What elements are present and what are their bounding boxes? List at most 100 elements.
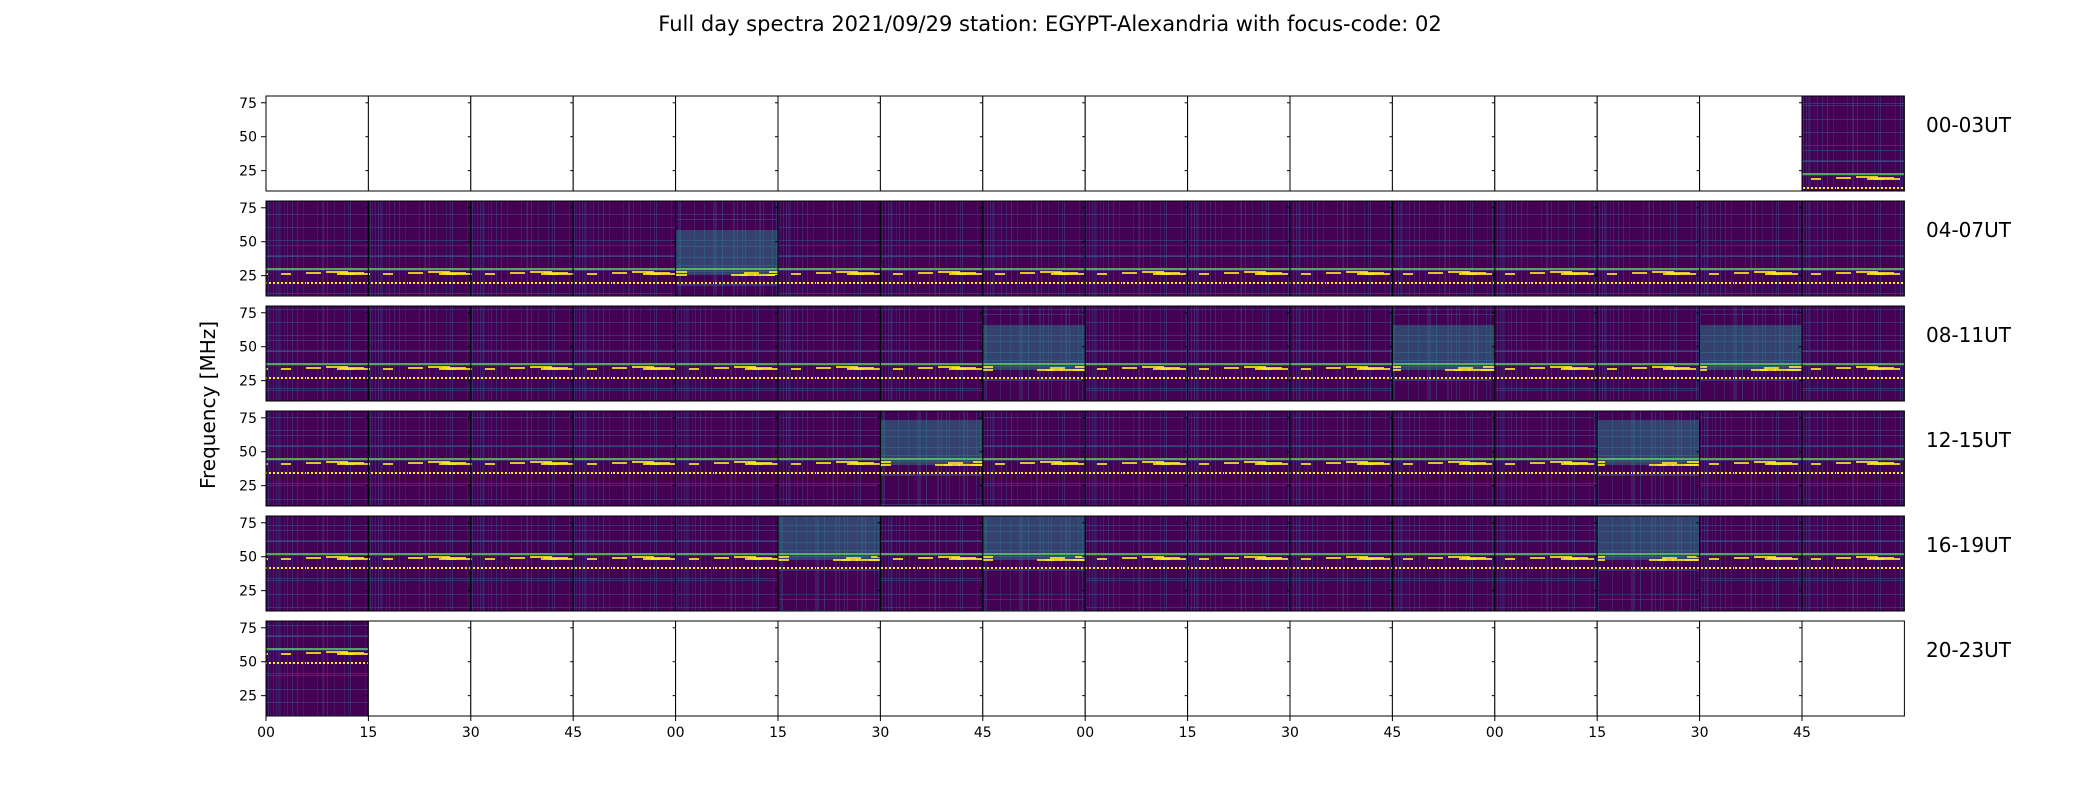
row-label: 20-23UT <box>1926 638 2012 662</box>
spectrum-panel <box>1289 305 1393 402</box>
empty-panel <box>777 95 881 192</box>
y-tick-label: 50 <box>239 130 257 146</box>
y-tick-label: 50 <box>239 550 257 566</box>
spectrum-panel <box>1494 305 1598 402</box>
empty-panel <box>1494 620 1598 717</box>
x-tick-label: 15 <box>359 725 377 741</box>
spectrum-panel <box>1391 305 1496 402</box>
row-label: 12-15UT <box>1926 428 2012 452</box>
spectrum-panel <box>1801 515 1905 612</box>
spectrum-panel <box>265 515 369 612</box>
spectrum-panel <box>1596 515 1701 612</box>
spectrum-panel <box>675 200 779 297</box>
spectrum-panel <box>1084 305 1189 402</box>
row-label: 16-19UT <box>1926 533 2012 557</box>
row-16-19UT: 25 50 75 16-19UT <box>239 515 2012 612</box>
y-tick-label: 50 <box>239 655 257 671</box>
spectrum-panel <box>1494 515 1598 612</box>
row-label: 08-11UT <box>1926 323 2012 347</box>
spectrum-panel <box>1391 200 1496 297</box>
chart-title: Full day spectra 2021/09/29 station: EGY… <box>658 12 1441 36</box>
empty-panel <box>1391 620 1496 717</box>
x-tick-label: 15 <box>1588 725 1606 741</box>
spectrum-panel <box>367 410 472 507</box>
spectrum-panel <box>879 305 984 402</box>
spectrum-panel <box>1289 410 1393 507</box>
spectrum-panel <box>777 305 881 402</box>
spectrum-panel <box>367 305 472 402</box>
spectrum-panel <box>777 200 881 297</box>
spectrum-panel <box>1801 305 1905 402</box>
spectrum-panel <box>572 305 677 402</box>
y-tick-label: 25 <box>239 689 257 705</box>
spectrum-panel <box>1187 515 1291 612</box>
empty-panel <box>470 620 574 717</box>
empty-panel <box>572 620 677 717</box>
y-tick-label: 50 <box>239 340 257 356</box>
empty-panel <box>675 620 779 717</box>
spectrum-panel <box>265 410 369 507</box>
x-tick-label: 00 <box>1486 725 1504 741</box>
empty-panel <box>572 95 677 192</box>
spectrum-panel <box>265 620 369 717</box>
spectrum-panel <box>879 410 984 507</box>
spectrum-panel <box>982 305 1086 402</box>
empty-panel <box>879 95 984 192</box>
spectrum-panel <box>470 305 574 402</box>
x-tick-label: 30 <box>462 725 480 741</box>
spectrum-panel <box>777 410 881 507</box>
y-axis-label: Frequency [MHz] <box>196 321 220 489</box>
spectrum-panel <box>572 515 677 612</box>
spectrum-panel <box>1494 200 1598 297</box>
x-tick-label: 45 <box>564 725 582 741</box>
empty-panel <box>1596 620 1701 717</box>
spectrum-panel <box>470 515 574 612</box>
y-tick-label: 75 <box>239 306 257 322</box>
spectrum-panel <box>265 305 369 402</box>
spectrum-panel <box>1699 515 1803 612</box>
empty-panel <box>982 95 1086 192</box>
x-tick-label: 30 <box>1281 725 1299 741</box>
empty-panel <box>1596 95 1701 192</box>
spectrum-panel <box>470 200 574 297</box>
empty-panel <box>1084 95 1189 192</box>
spectrum-panel <box>1699 305 1803 402</box>
empty-panel <box>675 95 779 192</box>
y-tick-label: 25 <box>239 374 257 390</box>
y-tick-label: 75 <box>239 621 257 637</box>
x-tick-label: 15 <box>769 725 787 741</box>
empty-panel <box>982 620 1086 717</box>
y-tick-label: 75 <box>239 96 257 112</box>
spectrum-panel <box>1699 200 1803 297</box>
x-tick-label: 30 <box>1691 725 1709 741</box>
spectrum-panel <box>675 515 779 612</box>
y-tick-label: 25 <box>239 479 257 495</box>
x-tick-label: 15 <box>1179 725 1197 741</box>
y-tick-label: 75 <box>239 516 257 532</box>
spectrum-panel <box>1801 200 1905 297</box>
x-tick-label: 00 <box>667 725 685 741</box>
spectrum-panel <box>1494 410 1598 507</box>
row-20-23UT: 25 50 75 20-23UT <box>239 620 2012 717</box>
spectrum-panel <box>1391 515 1496 612</box>
row-08-11UT: 25 50 75 08-11UT <box>239 305 2012 402</box>
spectrum-panel <box>1596 305 1701 402</box>
spectrum-panel <box>572 410 677 507</box>
y-tick-label: 25 <box>239 269 257 285</box>
empty-panel <box>1699 95 1803 192</box>
y-tick-label: 25 <box>239 584 257 600</box>
spectrum-panel <box>1084 410 1189 507</box>
empty-panel <box>1289 95 1393 192</box>
spectrum-panel <box>1289 200 1393 297</box>
y-tick-label: 75 <box>239 411 257 427</box>
empty-panel <box>1699 620 1803 717</box>
spectrum-panel <box>1801 95 1905 192</box>
row-04-07UT: 25 50 75 04-07UT <box>239 200 2012 297</box>
spectrum-panel <box>367 515 472 612</box>
row-label: 04-07UT <box>1926 218 2012 242</box>
x-tick-label: 45 <box>1383 725 1401 741</box>
spectrum-panel <box>572 200 677 297</box>
row-label: 00-03UT <box>1926 113 2012 137</box>
empty-panel <box>1801 620 1905 717</box>
